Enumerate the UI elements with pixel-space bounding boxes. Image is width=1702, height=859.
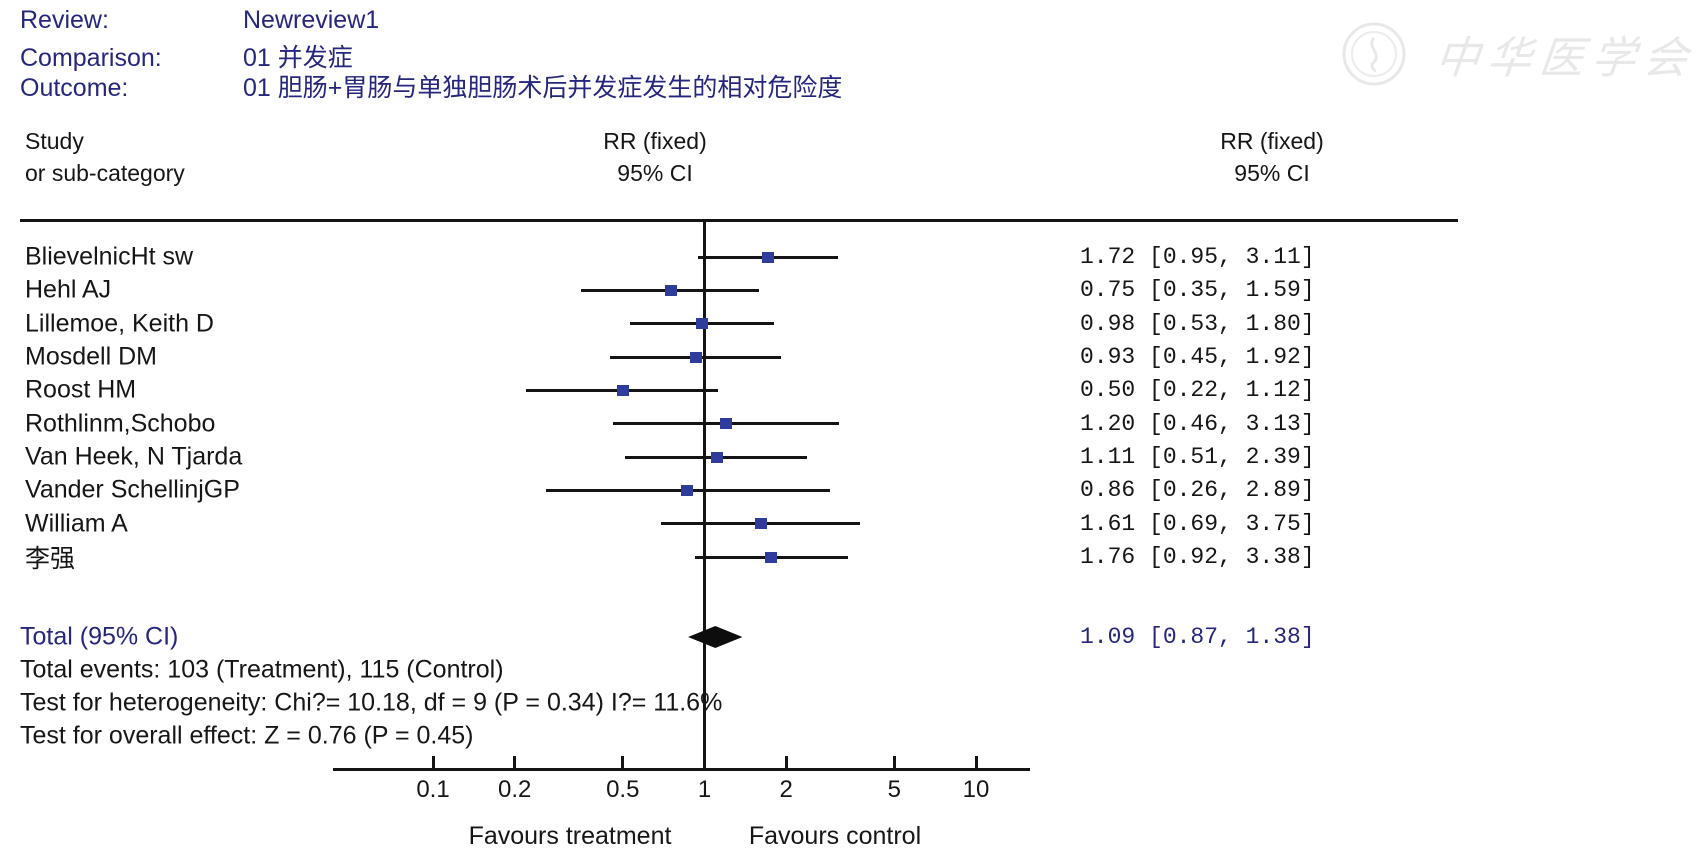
- col-study-line1: Study: [25, 128, 84, 154]
- col-plot-line1: RR (fixed): [603, 128, 707, 154]
- axis-tick-label: 0.2: [498, 776, 532, 803]
- meta-comparison-row: Comparison: 01 并发症: [20, 38, 353, 74]
- point-estimate-marker: [664, 284, 677, 296]
- col-value-line1: RR (fixed): [1220, 128, 1324, 154]
- favours-control-label: Favours control: [748, 822, 922, 850]
- study-rr-ci-value: 0.50 [0.22, 1.12]: [1080, 377, 1315, 404]
- point-estimate-marker: [680, 484, 693, 496]
- study-rr-ci-value: 1.11 [0.51, 2.39]: [1080, 444, 1315, 471]
- study-name: Van Heek, N Tjarda: [25, 442, 243, 471]
- study-name: Mosdell DM: [25, 342, 157, 371]
- axis-tick-label: 1: [697, 776, 712, 803]
- study-name: William A: [25, 509, 128, 538]
- point-estimate-marker: [689, 351, 702, 363]
- point-estimate-marker: [719, 418, 732, 430]
- study-name: Lillemoe, Keith D: [25, 309, 214, 338]
- total-value: 1.09 [0.87, 1.38]: [1080, 624, 1315, 650]
- meta-outcome-row: Outcome: 01 胆肠+胃肠与单独胆肠术后并发症发生的相对危险度: [20, 68, 842, 104]
- meta-review-row: Review: Newreview1: [20, 6, 379, 35]
- review-label: Review:: [20, 6, 109, 34]
- study-name: Vander SchellinjGP: [25, 475, 240, 504]
- axis-tick: [703, 756, 706, 768]
- x-axis-line: [333, 768, 1030, 771]
- axis-tick-label: 0.1: [416, 776, 450, 803]
- outcome-value: 01 胆肠+胃肠与单独胆肠术后并发症发生的相对危险度: [243, 74, 843, 102]
- watermark-text: 中华医学会: [1432, 34, 1699, 83]
- point-estimate-marker: [616, 384, 629, 396]
- watermark: 中华医学会: [1338, 14, 1698, 94]
- axis-tick-label: 5: [887, 776, 901, 803]
- axis-tick-label: 10: [962, 776, 990, 803]
- header-separator-line: [20, 219, 1458, 222]
- col-plot-line2: 95% CI: [617, 160, 693, 186]
- axis-tick: [621, 756, 625, 768]
- study-name: Roost HM: [25, 375, 137, 404]
- axis-tick: [974, 756, 978, 768]
- study-rr-ci-value: 1.20 [0.46, 3.13]: [1080, 410, 1315, 437]
- study-rr-ci-value: 1.61 [0.69, 3.75]: [1080, 510, 1315, 537]
- axis-tick: [513, 756, 517, 768]
- point-estimate-marker: [762, 251, 775, 263]
- study-rr-ci-value: 0.75 [0.35, 1.59]: [1080, 277, 1315, 304]
- outcome-label: Outcome:: [20, 74, 129, 102]
- study-name: Rothlinm,Schobo: [25, 409, 216, 438]
- heterogeneity-text: Test for heterogeneity: Chi?= 10.18, df …: [20, 688, 723, 717]
- total-label: Total (95% CI): [20, 622, 179, 651]
- axis-tick: [892, 756, 896, 768]
- comparison-value: 01 并发症: [243, 44, 353, 72]
- point-estimate-marker: [710, 451, 723, 463]
- col-study-line2: or sub-category: [25, 160, 185, 186]
- cma-logo-emblem: [1342, 22, 1406, 86]
- favours-treatment-label: Favours treatment: [468, 822, 672, 850]
- pooled-estimate-diamond: [688, 626, 743, 648]
- point-estimate-marker: [765, 551, 778, 563]
- null-effect-line: [703, 222, 706, 768]
- study-rr-ci-value: 1.76 [0.92, 3.38]: [1080, 544, 1315, 571]
- axis-tick: [431, 756, 435, 768]
- study-rr-ci-value: 0.93 [0.45, 1.92]: [1080, 344, 1315, 371]
- review-value: Newreview1: [243, 6, 380, 34]
- study-rr-ci-value: 1.72 [0.95, 3.11]: [1080, 244, 1315, 270]
- overall-effect-text: Test for overall effect: Z = 0.76 (P = 0…: [20, 721, 474, 750]
- axis-tick: [784, 756, 788, 768]
- study-rr-ci-value: 0.86 [0.26, 2.89]: [1080, 477, 1315, 504]
- study-name: Hehl AJ: [25, 275, 112, 304]
- axis-tick-label: 0.5: [606, 776, 640, 803]
- study-name: BlievelnicHt sw: [25, 242, 194, 271]
- col-value-line2: 95% CI: [1234, 160, 1310, 186]
- comparison-label: Comparison:: [20, 44, 162, 72]
- point-estimate-marker: [696, 318, 709, 330]
- axis-tick-label: 2: [779, 776, 793, 803]
- study-name: 李强: [25, 545, 76, 574]
- total-events-text: Total events: 103 (Treatment), 115 (Cont…: [20, 655, 504, 684]
- point-estimate-marker: [754, 518, 767, 530]
- study-rr-ci-value: 0.98 [0.53, 1.80]: [1080, 310, 1315, 337]
